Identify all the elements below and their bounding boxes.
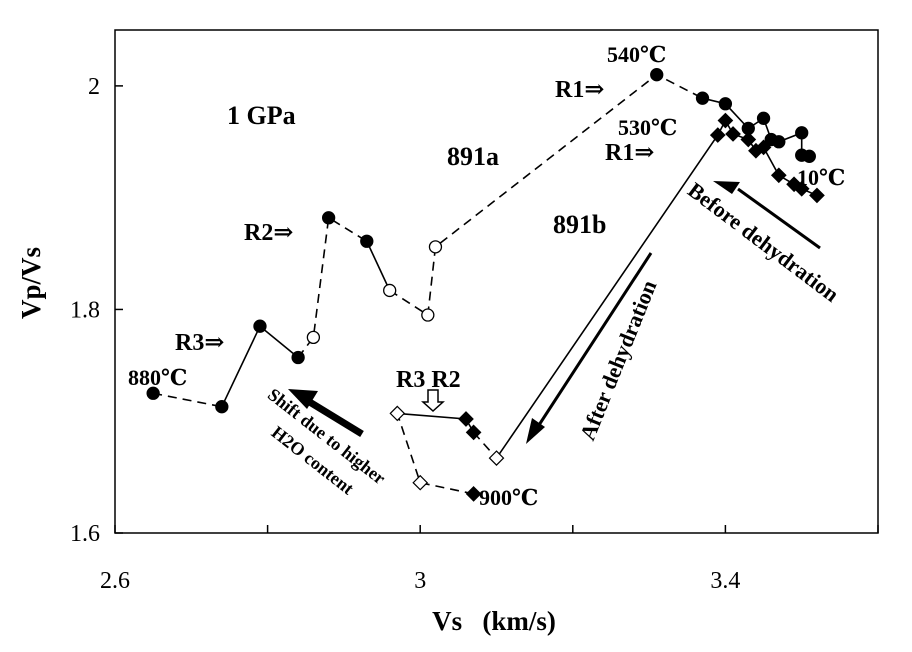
after-dehydration-arrow-shaft [537,252,653,426]
point-891b [755,139,772,156]
tick-labels: 2.6 3 3.4 1.6 1.8 2 [70,74,740,594]
point-891b [412,474,429,491]
point-891b [488,450,505,466]
point-891a [146,386,160,400]
point-891a [215,400,229,414]
r2-label: R2⇒ [244,220,293,246]
point-891b [389,405,406,422]
point-891a [428,240,443,254]
point-891a [795,126,809,140]
series-891b-dashed-line [396,413,474,495]
point-891a [421,308,435,322]
r3-label: R3⇒ [175,330,224,356]
point-891b [465,486,482,502]
point-891b [793,180,810,197]
r3-r2-label: R3 R2 [396,367,461,393]
series-891a-dashed-line [297,216,368,358]
label-891b: 891b [553,210,606,239]
temp-540-label: 540℃ [607,42,666,67]
x-tick-label: 3.4 [710,568,740,594]
point-891b [809,187,825,204]
y-tick-label: 1.6 [70,521,100,547]
x-axis-title: Vs (km/s) [432,606,556,636]
series-891a-dashed-line [152,392,222,408]
x-tick-label: 3 [414,568,426,594]
pressure-label: 1 GPa [227,101,296,130]
point-891a [772,135,786,149]
point-891a [650,68,664,82]
series-markers [146,68,825,502]
point-891a [321,211,336,225]
point-891b [725,126,741,142]
point-891b [770,167,787,184]
before-dehydration-arrow-icon [713,181,740,194]
r3-r2-down-arrow-icon [421,389,445,413]
point-891a [802,149,816,163]
point-891b [740,131,757,148]
before-dehydration-arrow-shaft [737,187,821,250]
point-891a [253,319,267,333]
temp-880-label: 880℃ [128,365,187,390]
y-axis-title: Vp/Vs [16,247,46,319]
r1-891a-label: R1⇒ [555,77,604,103]
x-tick-label: 2.6 [100,568,130,594]
shift-arrow-icon [288,389,318,409]
y-tick-label: 2 [88,74,100,100]
point-891a [718,97,733,111]
point-891b [709,127,726,143]
after-dehydration-arrow-icon [526,418,545,444]
plot-frame [114,29,879,534]
point-891a [360,234,374,248]
y-tick-label: 1.8 [70,297,100,323]
point-891a [756,111,771,125]
point-891a [383,283,397,298]
annotations: 1 GPa 891a 891b 540℃ 530℃ 10℃ 880℃ 900℃ … [128,42,845,510]
temp-530-label: 530℃ [618,115,677,140]
series-891b-dashed-line [473,431,498,459]
point-891b [717,112,734,129]
point-891a [695,91,710,105]
point-891b [465,424,482,441]
temp-10-label: 10℃ [797,165,845,190]
r1-891b-label: R1⇒ [605,140,654,166]
shift-arrow-shaft [306,398,364,437]
tick-marks [114,85,879,534]
point-891b [458,411,474,427]
series-891a-solid-line [366,240,391,291]
point-891a [291,350,305,365]
axes [114,29,879,534]
temp-900-label: 900℃ [479,485,538,510]
label-891a: 891a [447,142,499,171]
series-891a-dashed-line [389,73,703,317]
point-891a [306,330,321,345]
